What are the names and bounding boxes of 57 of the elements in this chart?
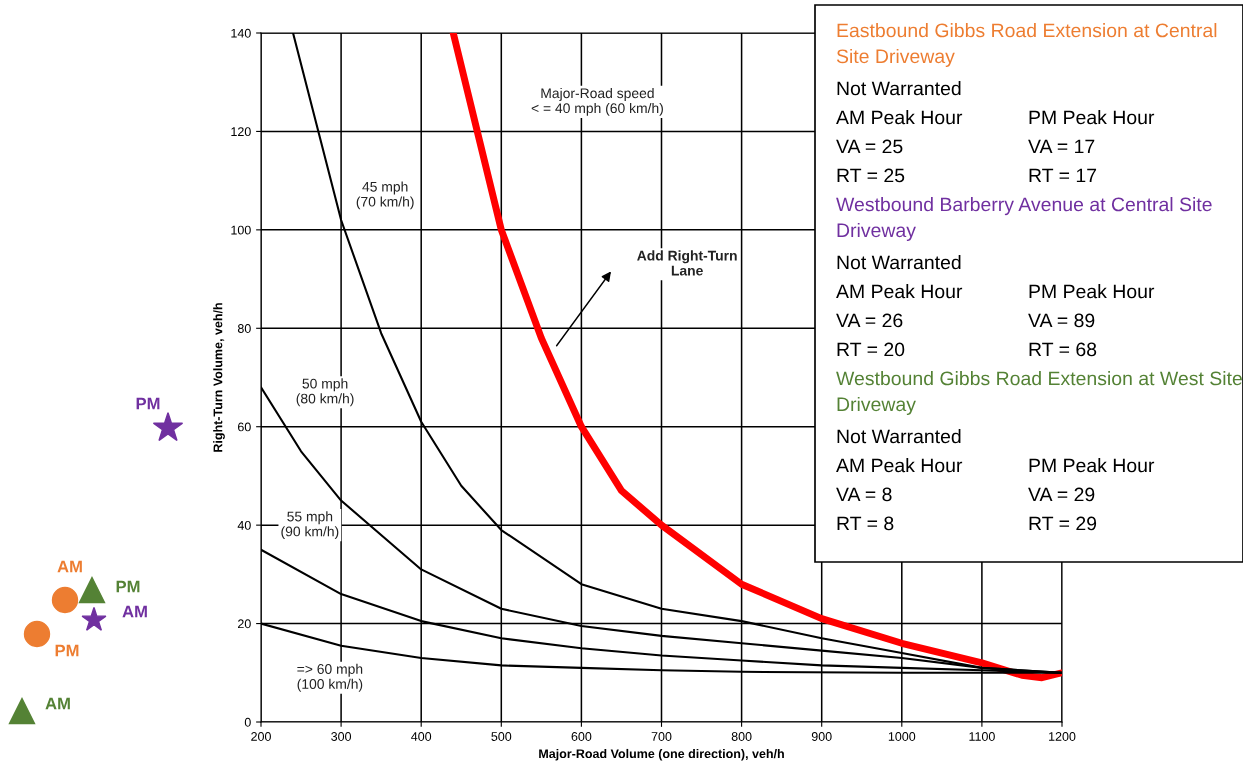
annotation: VA = 29 — [1028, 487, 1095, 502]
annotation: RT = 8 — [837, 516, 894, 531]
annotation: RT = 68 — [1029, 342, 1097, 357]
text: PM — [55, 644, 79, 657]
annotation: 55 mph (90 km/h) — [281, 511, 339, 540]
text: AM — [57, 560, 82, 573]
annotation: AM Peak Hour — [836, 284, 963, 299]
y-tick-label: 40 — [237, 520, 251, 530]
y-tick-label: 80 — [237, 324, 251, 333]
annotation: => 60 mph (100 km/h) — [297, 663, 363, 692]
annotation: VA = 25 — [836, 139, 903, 154]
x-tick-label: 700 — [651, 732, 672, 741]
x-tick-label: 1100 — [969, 732, 995, 741]
annotation: PM Peak Hour — [1029, 458, 1155, 473]
annotation: VA = 89 — [1028, 313, 1095, 328]
annotation: Not Warranted — [837, 429, 961, 444]
annotation: RT = 20 — [837, 342, 905, 357]
annotation: VA = 17 — [1028, 139, 1095, 154]
x-axis-title: Major-Road Volume (one direction), veh/h — [539, 748, 784, 761]
annotation: VA = 26 — [836, 313, 903, 328]
x-tick-label: 1200 — [1049, 732, 1076, 741]
y-tick-label: 120 — [231, 127, 251, 137]
annotation: Major-Road speed < = 40 mph (60 km/h) — [531, 87, 663, 116]
y-tick-label: 20 — [238, 619, 251, 629]
y-tick-label: 0 — [244, 717, 251, 727]
text: PM — [136, 397, 160, 410]
annotation: Not Warranted — [837, 81, 961, 96]
y-tick-label: 100 — [231, 225, 251, 235]
annotation: RT = 29 — [1029, 516, 1097, 531]
annotation: AM Peak Hour — [836, 458, 963, 473]
x-tick-label: 300 — [331, 732, 352, 741]
annotation: Westbound Gibbs Road Extension at West Site Driveway — [836, 371, 1242, 415]
y-tick-label: 60 — [238, 422, 251, 432]
annotation: Add Right-Turn Lane — [637, 250, 737, 276]
annotation: Eastbound Gibbs Road Extension at Central Site Driveway — [836, 23, 1217, 67]
x-tick-label: 900 — [811, 732, 832, 741]
text: PM — [116, 580, 140, 593]
annotation: PM Peak Hour — [1029, 110, 1155, 125]
y-axis-title: Right-Turn Volume, veh/h — [213, 303, 225, 452]
text: AM — [45, 697, 70, 710]
annotation: AM Peak Hour — [836, 110, 963, 125]
annotation: PM Peak Hour — [1029, 284, 1155, 299]
x-tick-label: 800 — [731, 732, 752, 741]
y-tick-label: 140 — [231, 28, 251, 38]
x-tick-label: 400 — [411, 732, 432, 741]
x-tick-label: 1000 — [888, 732, 916, 741]
annotation: Not Warranted — [837, 255, 961, 270]
annotation: 50 mph (80 km/h) — [296, 378, 354, 407]
annotation: RT = 25 — [837, 168, 905, 183]
x-tick-label: 200 — [251, 732, 271, 741]
x-tick-label: 600 — [571, 732, 592, 741]
annotation: 45 mph (70 km/h) — [356, 181, 414, 210]
x-tick-label: 500 — [491, 732, 512, 741]
annotation: Westbound Barberry Avenue at Central Site Driveway — [836, 197, 1212, 241]
text: AM — [122, 605, 147, 618]
annotation: RT = 17 — [1029, 168, 1097, 183]
annotation: VA = 8 — [836, 487, 892, 502]
